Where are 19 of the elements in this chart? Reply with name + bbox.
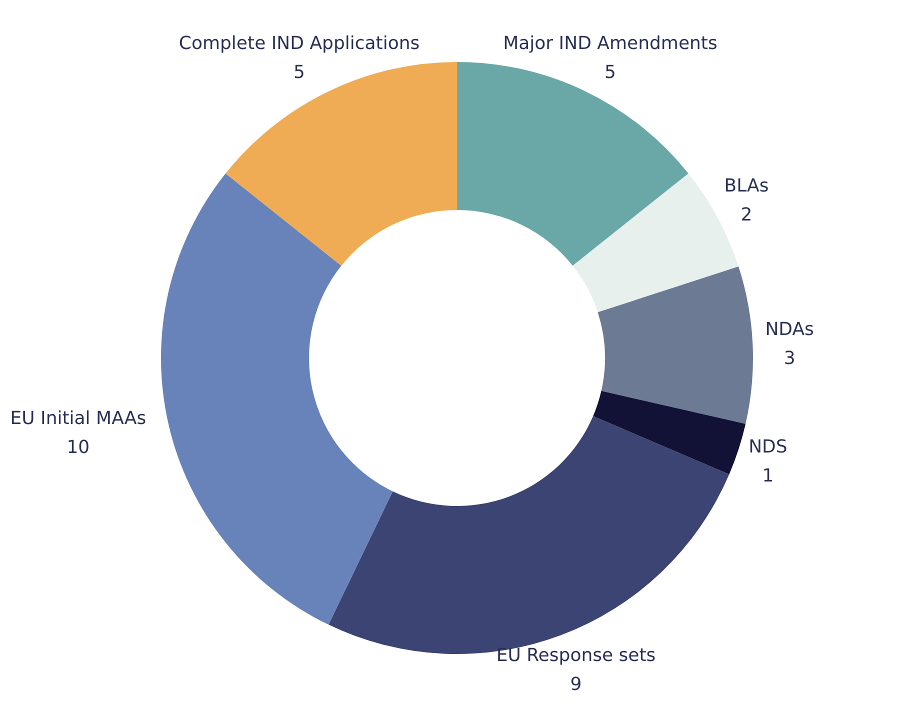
slice-label: NDAs — [765, 319, 814, 340]
donut-slice — [457, 62, 688, 266]
slice-label: NDS — [748, 436, 788, 458]
data-label: 2 — [740, 204, 752, 226]
donut-slice — [598, 266, 753, 424]
donut-slice — [226, 62, 457, 266]
slice-label: BLAs — [724, 176, 769, 197]
data-label: 5 — [604, 62, 616, 84]
donut-slice — [593, 390, 746, 474]
slice-label: EU Response sets — [496, 644, 656, 666]
data-label: 10 — [66, 436, 90, 458]
slice-label: EU Initial MAAs — [10, 408, 146, 429]
slice-label: Major IND Amendments — [503, 33, 718, 54]
donut-slice — [161, 173, 393, 625]
slice-label: Complete IND Applications — [178, 33, 420, 54]
data-label: 5 — [294, 62, 305, 84]
data-label: 3 — [784, 348, 796, 370]
data-label: 1 — [762, 466, 774, 487]
data-label: 9 — [570, 674, 582, 695]
